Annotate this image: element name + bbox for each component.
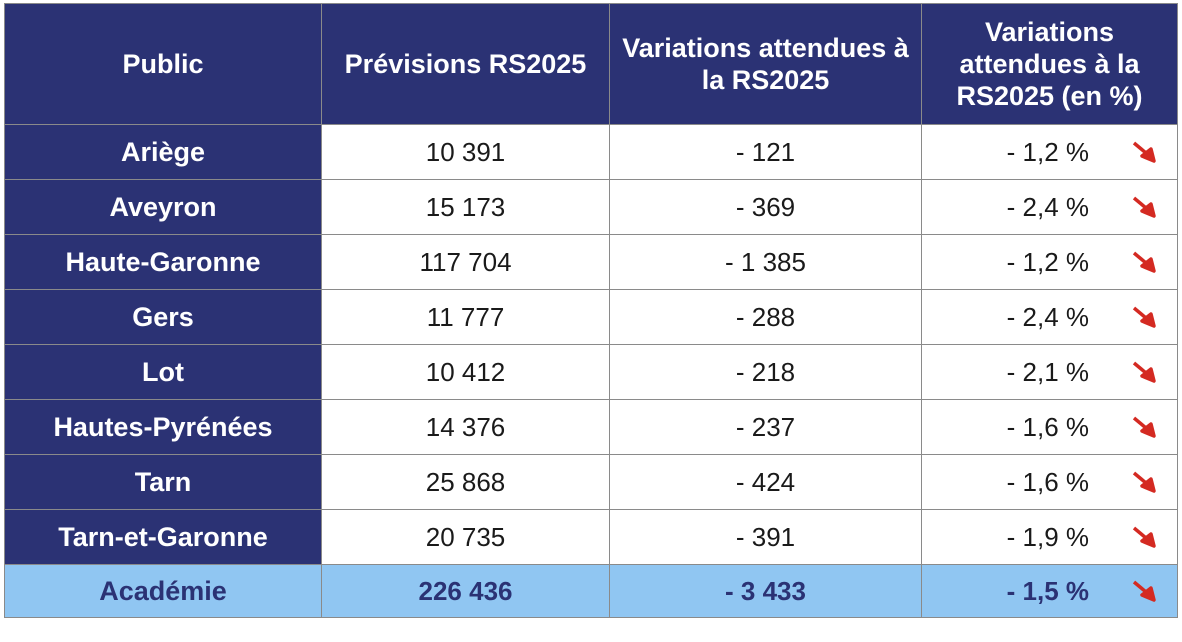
down-right-arrow-icon xyxy=(1132,141,1156,163)
total-prevision-cell: 226 436 xyxy=(321,564,610,618)
variation-pct-value: - 1,2 % xyxy=(1006,246,1089,277)
row-label: Haute-Garonne xyxy=(4,234,322,290)
prevision-cell: 25 868 xyxy=(321,454,610,510)
variation-pct-value: - 1,6 % xyxy=(1006,411,1089,442)
variation-pct-value: - 2,4 % xyxy=(1006,301,1089,332)
variation-pct-cell: - 1,6 % xyxy=(921,454,1178,510)
table-row: Lot 10 412 - 218 - 2,1 % xyxy=(4,344,1178,400)
header-previsions: Prévisions RS2025 xyxy=(321,3,610,125)
variation-cell: - 369 xyxy=(609,179,922,235)
down-right-arrow-icon xyxy=(1132,306,1156,328)
variation-pct-cell: - 2,1 % xyxy=(921,344,1178,400)
header-public: Public xyxy=(4,3,322,125)
table-header-row: Public Prévisions RS2025 Variations atte… xyxy=(4,3,1178,125)
variation-pct-value: - 1,2 % xyxy=(1006,136,1089,167)
total-row: Académie 226 436 - 3 433 - 1,5 % xyxy=(4,564,1178,618)
down-right-arrow-icon xyxy=(1132,526,1156,548)
variation-pct-cell: - 1,9 % xyxy=(921,509,1178,565)
prevision-cell: 10 412 xyxy=(321,344,610,400)
table-row: Gers 11 777 - 288 - 2,4 % xyxy=(4,289,1178,345)
prevision-cell: 10 391 xyxy=(321,124,610,180)
total-label: Académie xyxy=(4,564,322,618)
prevision-cell: 20 735 xyxy=(321,509,610,565)
variation-cell: - 121 xyxy=(609,124,922,180)
variation-pct-cell: - 2,4 % xyxy=(921,289,1178,345)
row-label: Hautes-Pyrénées xyxy=(4,399,322,455)
variation-pct-cell: - 1,6 % xyxy=(921,399,1178,455)
table-row: Tarn-et-Garonne 20 735 - 391 - 1,9 % xyxy=(4,509,1178,565)
down-right-arrow-icon xyxy=(1132,361,1156,383)
row-label: Gers xyxy=(4,289,322,345)
row-label: Ariège xyxy=(4,124,322,180)
down-right-arrow-icon xyxy=(1132,580,1156,602)
variation-pct-value: - 2,1 % xyxy=(1006,356,1089,387)
table-row: Haute-Garonne 117 704 - 1 385 - 1,2 % xyxy=(4,234,1178,290)
prevision-cell: 14 376 xyxy=(321,399,610,455)
header-variations-pct: Variations attendues à la RS2025 (en %) xyxy=(921,3,1178,125)
header-variations: Variations attendues à la RS2025 xyxy=(609,3,922,125)
variation-pct-cell: - 1,2 % xyxy=(921,234,1178,290)
variation-cell: - 1 385 xyxy=(609,234,922,290)
row-label: Lot xyxy=(4,344,322,400)
row-label: Tarn xyxy=(4,454,322,510)
variation-cell: - 288 xyxy=(609,289,922,345)
down-right-arrow-icon xyxy=(1132,251,1156,273)
prevision-cell: 117 704 xyxy=(321,234,610,290)
variation-cell: - 391 xyxy=(609,509,922,565)
variation-pct-cell: - 2,4 % xyxy=(921,179,1178,235)
total-variation-pct-cell: - 1,5 % xyxy=(921,564,1178,618)
variation-pct-value: - 1,9 % xyxy=(1006,521,1089,552)
down-right-arrow-icon xyxy=(1132,196,1156,218)
table-row: Aveyron 15 173 - 369 - 2,4 % xyxy=(4,179,1178,235)
down-right-arrow-icon xyxy=(1132,416,1156,438)
row-label: Tarn-et-Garonne xyxy=(4,509,322,565)
total-variation-cell: - 3 433 xyxy=(609,564,922,618)
variation-cell: - 237 xyxy=(609,399,922,455)
forecast-table: Public Prévisions RS2025 Variations atte… xyxy=(4,3,1178,618)
variation-cell: - 218 xyxy=(609,344,922,400)
table-row: Ariège 10 391 - 121 - 1,2 % xyxy=(4,124,1178,180)
total-variation-pct-value: - 1,5 % xyxy=(1006,575,1089,606)
variation-cell: - 424 xyxy=(609,454,922,510)
table-row: Hautes-Pyrénées 14 376 - 237 - 1,6 % xyxy=(4,399,1178,455)
down-right-arrow-icon xyxy=(1132,471,1156,493)
forecast-table-container: Public Prévisions RS2025 Variations atte… xyxy=(4,3,1178,618)
prevision-cell: 11 777 xyxy=(321,289,610,345)
variation-pct-cell: - 1,2 % xyxy=(921,124,1178,180)
row-label: Aveyron xyxy=(4,179,322,235)
table-row: Tarn 25 868 - 424 - 1,6 % xyxy=(4,454,1178,510)
variation-pct-value: - 2,4 % xyxy=(1006,191,1089,222)
variation-pct-value: - 1,6 % xyxy=(1006,466,1089,497)
prevision-cell: 15 173 xyxy=(321,179,610,235)
